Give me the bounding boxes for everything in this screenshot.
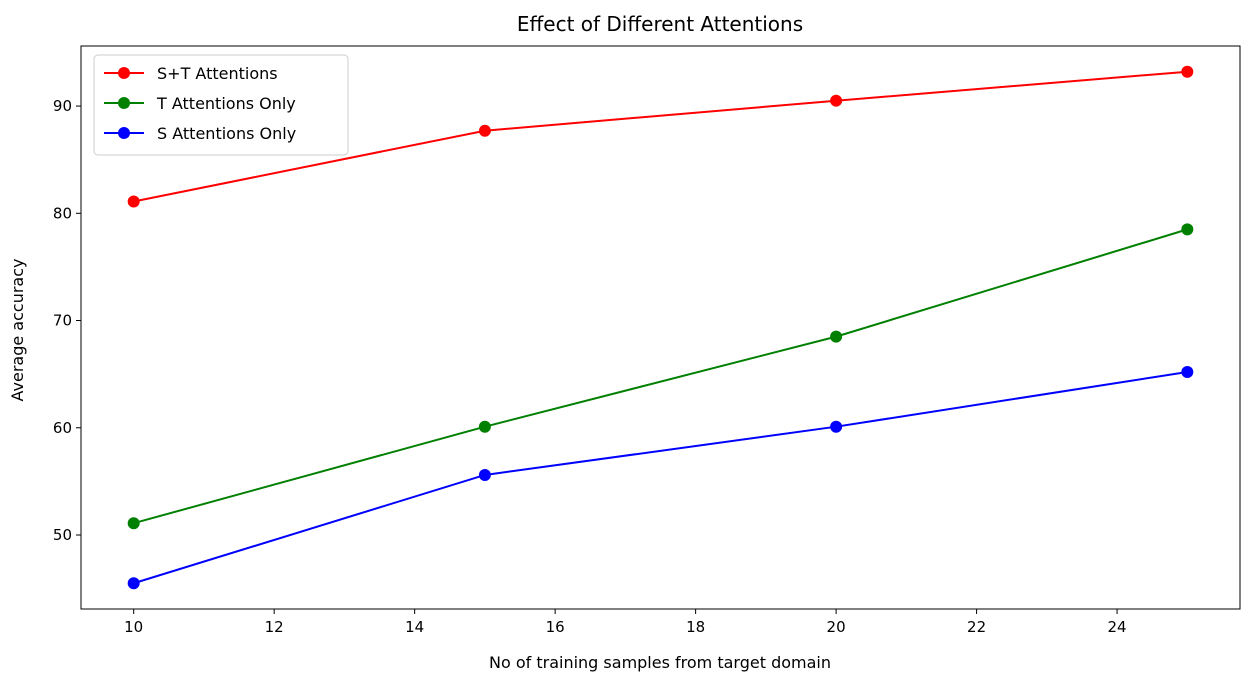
legend: S+T Attentions T Attentions Only S Attenti…	[93, 54, 349, 156]
data-point	[1181, 366, 1194, 379]
y-tick-label: 90	[53, 97, 72, 115]
x-tick-label: 22	[967, 618, 986, 636]
legend-marker	[118, 67, 130, 79]
data-point	[127, 517, 140, 530]
x-tick-label: 12	[265, 618, 284, 636]
x-tick-label: 14	[405, 618, 424, 636]
y-tick-label: 50	[53, 526, 72, 544]
data-point	[478, 420, 491, 433]
y-tick-label: 80	[53, 204, 72, 222]
data-point	[127, 577, 140, 590]
data-point	[1181, 223, 1194, 236]
x-tick-label: 20	[827, 618, 846, 636]
y-axis-label: Average accuracy	[8, 259, 27, 402]
plot-area: 10 12 14 16 18 20 22 24 50 60 70 80 90	[53, 45, 1241, 636]
series-line-1	[133, 70, 1188, 203]
legend-label: S Attentions Only	[157, 124, 296, 143]
y-tick-label: 70	[53, 312, 72, 330]
axes-frame	[80, 45, 1241, 610]
data-point	[478, 124, 491, 137]
data-point	[478, 468, 491, 481]
x-axis-label: No of training samples from target domai…	[489, 653, 831, 672]
data-point	[1181, 65, 1194, 78]
x-tick-label: 24	[1108, 618, 1127, 636]
x-tick-label: 10	[124, 618, 143, 636]
data-point	[127, 195, 140, 208]
series-line-2	[133, 228, 1188, 525]
y-tick-label: 60	[53, 419, 72, 437]
legend-marker	[118, 97, 130, 109]
data-point	[830, 330, 843, 343]
legend-label: T Attentions Only	[156, 94, 296, 113]
x-tick-label: 18	[686, 618, 705, 636]
chart-title: Effect of Different Attentions	[517, 12, 803, 36]
data-point	[830, 94, 843, 107]
legend-marker	[118, 127, 130, 139]
x-tick-label: 16	[546, 618, 565, 636]
data-point	[830, 420, 843, 433]
legend-label: S+T Attentions	[157, 64, 278, 83]
series-line-3	[133, 371, 1188, 585]
legend-box	[93, 54, 349, 156]
